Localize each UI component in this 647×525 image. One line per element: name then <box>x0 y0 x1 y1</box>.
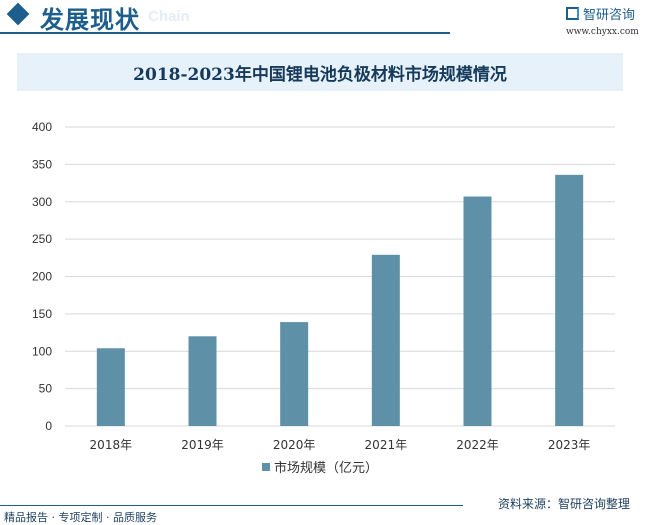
bar <box>371 254 400 426</box>
y-tick-label: 400 <box>32 120 52 134</box>
y-tick-label: 150 <box>32 307 52 321</box>
footer-tagline: 精品报告 · 专项定制 · 品质服务 <box>4 511 157 524</box>
bar <box>188 336 217 426</box>
y-tick-label: 0 <box>45 419 52 433</box>
y-tick-label: 350 <box>32 157 52 171</box>
y-tick-label: 300 <box>32 195 52 209</box>
bar <box>96 348 125 426</box>
x-tick-label: 2021年 <box>365 438 408 452</box>
legend-swatch <box>262 462 270 471</box>
bar <box>463 196 492 426</box>
header-divider <box>0 32 450 34</box>
x-tick-label: 2020年 <box>273 438 316 452</box>
logo-text: 智研咨询 <box>583 8 636 23</box>
x-tick-label: 2019年 <box>181 438 224 452</box>
brand-logo: 智研咨询 <box>566 4 635 23</box>
legend-label: 市场规模（亿元） <box>274 461 379 476</box>
y-tick-label: 100 <box>32 344 52 358</box>
section-subtitle: Chain <box>148 8 190 25</box>
x-tick-label: 2023年 <box>548 438 591 452</box>
logo-icon <box>566 7 579 20</box>
legend: 市场规模（亿元） <box>262 457 378 476</box>
x-tick-label: 2022年 <box>456 438 499 452</box>
brand-url: www.chyxx.com <box>566 27 639 37</box>
footer-divider <box>0 505 463 506</box>
y-tick-label: 250 <box>32 232 52 246</box>
bar <box>280 322 309 426</box>
bar <box>555 174 584 426</box>
y-tick-label: 50 <box>39 382 53 396</box>
y-tick-label: 200 <box>32 270 52 284</box>
x-tick-label: 2018年 <box>90 438 133 452</box>
section-title: 发展现状 <box>40 6 140 34</box>
data-source: 资料来源：智研咨询整理 <box>498 497 631 511</box>
chart-title: 2018-2023年中国锂电池负极材料市场规模情况 <box>17 53 623 91</box>
